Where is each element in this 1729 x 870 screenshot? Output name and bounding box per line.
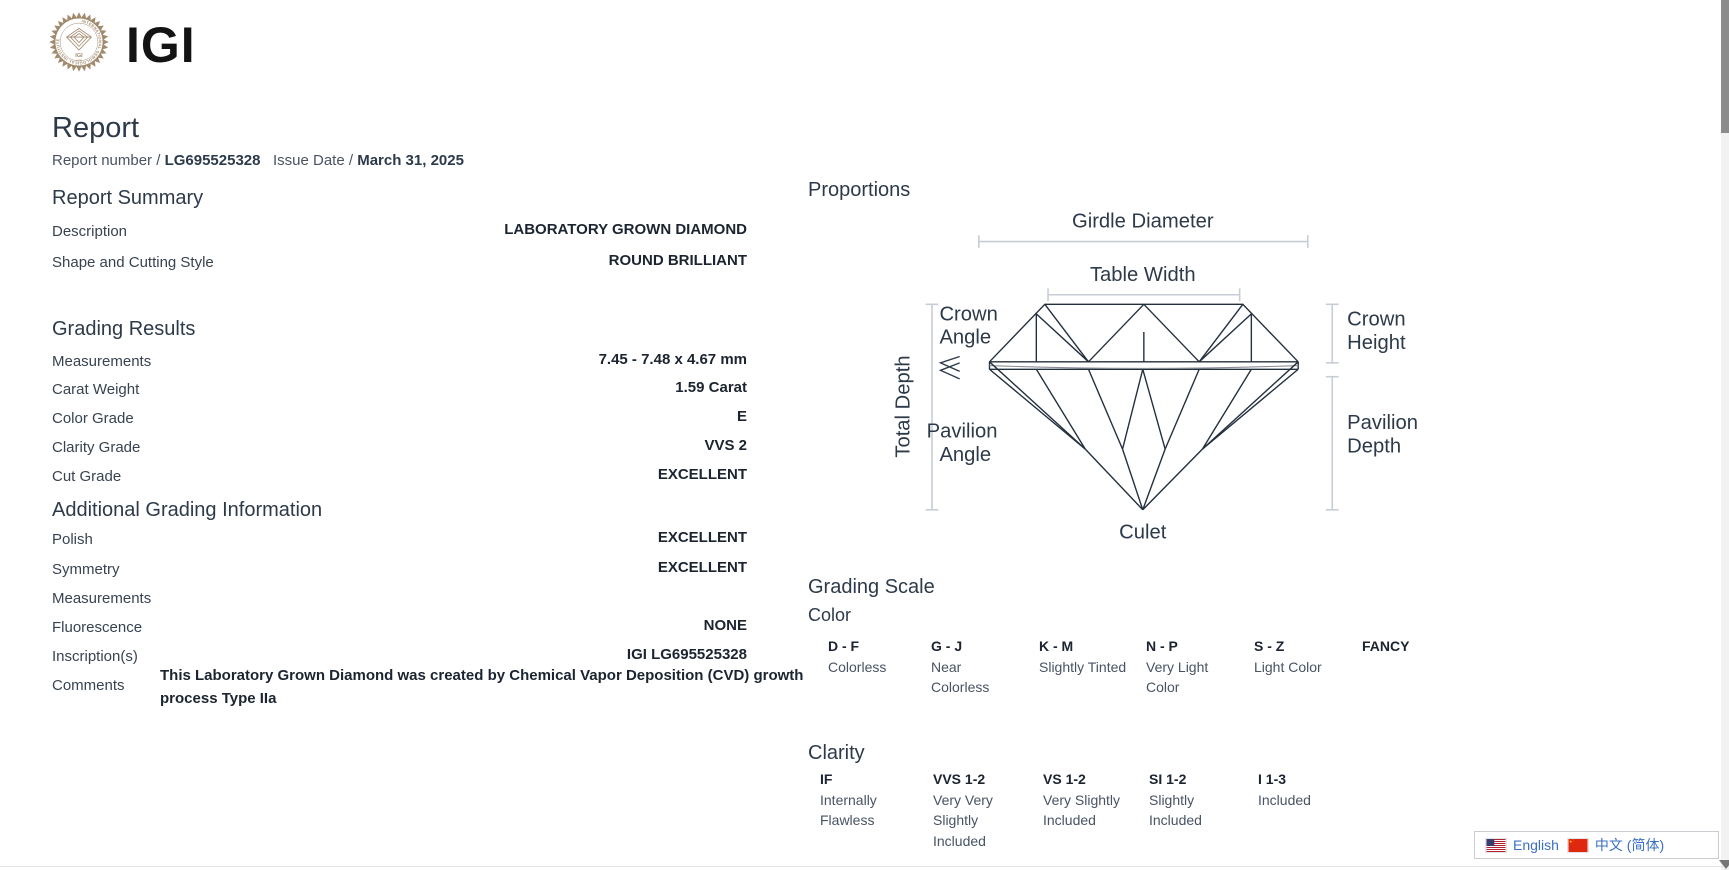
svg-text:Total Depth: Total Depth (893, 355, 915, 457)
svg-text:1975: 1975 (76, 59, 82, 63)
svg-text:Culet: Culet (1119, 522, 1167, 544)
svg-text:Depth: Depth (1347, 435, 1401, 457)
svg-text:Table Width: Table Width (1090, 264, 1196, 286)
svg-text:Angle: Angle (939, 327, 991, 349)
svg-text:Pavilion: Pavilion (1347, 412, 1418, 434)
svg-text:Angle: Angle (939, 444, 991, 466)
svg-text:Crown: Crown (939, 303, 997, 325)
svg-text:Pavilion: Pavilion (927, 420, 998, 442)
svg-text:IGI: IGI (75, 53, 83, 59)
svg-text:Crown: Crown (1347, 309, 1405, 331)
svg-text:Girdle Diameter: Girdle Diameter (1072, 211, 1214, 233)
svg-text:Height: Height (1347, 332, 1406, 354)
